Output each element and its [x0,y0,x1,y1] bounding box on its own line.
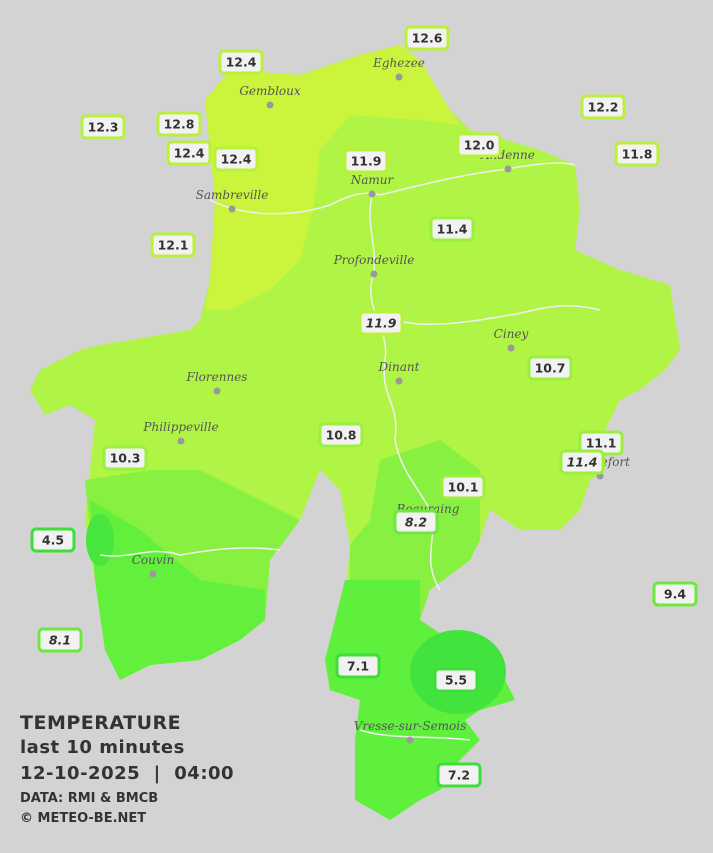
station-box [559,449,605,475]
city-dot [266,101,274,109]
legend-period: last 10 minutes [20,737,185,758]
station-value: 10.8 [326,428,357,443]
station-value: 5.5 [445,673,467,688]
station-box [433,667,479,693]
station-value: 10.1 [448,480,479,495]
city-dot [213,387,221,395]
station-value: 8.1 [49,633,71,648]
city-dot [507,344,515,352]
city-dot [368,190,376,198]
station-value: 7.2 [448,768,470,783]
city-name: Namur [350,173,395,187]
legend-copyright: © METEO-BE.NET [20,811,147,826]
station-box [156,111,202,137]
city-name: Sambreville [196,188,269,202]
city-name: Profondeville [333,253,415,267]
city-name: Eghezee [372,56,425,70]
station-box [218,49,264,75]
station-value: 12.4 [174,146,205,161]
river [99,162,601,741]
station-box [652,581,698,607]
city-name: Florennes [186,370,248,384]
station-value: 9.4 [664,587,686,602]
station-box [102,445,148,471]
station-box [318,422,364,448]
station-box [213,146,259,172]
station-box [429,216,475,242]
station-value: 12.0 [464,138,495,153]
station-box [358,310,404,336]
station-box [335,653,381,679]
city-name: Vresse-sur-Semois [354,719,467,733]
station-value: 12.8 [164,117,195,132]
cities: EghezeeGemblouxAndenneSambrevilleNamurPr… [132,56,630,744]
station-box [37,627,83,653]
station-box [440,474,486,500]
station-value: 7.1 [347,659,369,674]
zone-cool [325,580,515,820]
legend-source: DATA: RMI & BMCB [20,791,159,806]
station-value: 11.8 [622,147,653,162]
city-dot [395,73,403,81]
station-box [456,132,502,158]
city-dot [149,570,157,578]
station-box [404,25,450,51]
station-value: 4.5 [42,533,64,548]
station-box [614,141,660,167]
station-value: 11.9 [351,154,382,169]
city-dot [395,377,403,385]
station-value: 10.7 [535,361,566,376]
station-value: 12.4 [226,55,257,70]
station-value: 11.9 [366,316,397,331]
station-box [580,94,626,120]
station-value: 12.4 [221,152,252,167]
station-box [166,140,212,166]
station-value: 12.2 [588,100,619,115]
city-dot [228,205,236,213]
zone-cool [90,500,265,680]
station-box [393,509,439,535]
station-value: 11.4 [437,222,468,237]
stations: 12.6 12.4 12.3 12.8 12.2 12.4 12.4 11.9 12.0 11.8… [30,25,698,788]
city-name: Ciney [494,327,529,341]
station-box [343,148,389,174]
city-name: Gembloux [239,84,301,98]
station-box [527,355,573,381]
city-dot [177,437,185,445]
zone-warm [205,45,460,310]
station-value: 12.1 [158,238,189,253]
station-value: 8.2 [405,515,427,530]
city-name: Dinant [378,360,420,374]
station-box [80,114,126,140]
city-dot [406,736,414,744]
legend-datetime: 12-10-2025 | 04:00 [20,763,235,784]
station-value: 10.3 [110,451,141,466]
city-name: Couvin [132,553,174,567]
station-value: 11.4 [567,455,598,470]
city-dot [504,165,512,173]
legend-title: TEMPERATURE [20,712,182,734]
city-name: Philippeville [142,420,218,434]
city-dot [370,270,378,278]
zone-cold [86,514,114,566]
station-box [436,762,482,788]
station-box [30,527,76,553]
station-box [150,232,196,258]
station-value: 12.6 [412,31,443,46]
station-value: 11.1 [586,436,617,451]
station-value: 12.3 [88,120,119,135]
